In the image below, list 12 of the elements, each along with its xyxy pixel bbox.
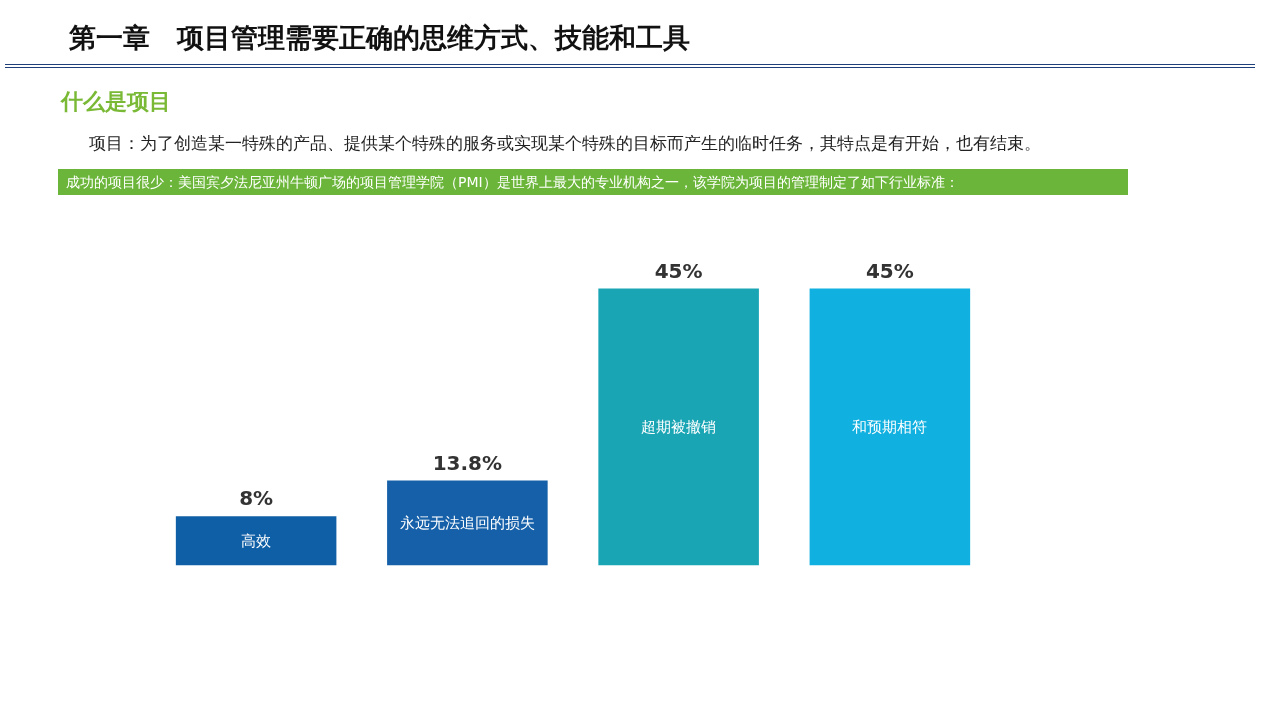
text: 成功的项目很少：美国宾夕法尼亚州牛顿广场的项目管理学院（PMI）是世界上最大的专业机构之一，该学院为项目的管理制定了如下行业标准： [66,173,959,191]
data-label: 8% [239,486,274,511]
x-tick-label: 超期被撤销 [641,418,717,437]
data-label: 13.8% [432,450,503,475]
chart-title: 第一章 项目管理需要正确的思维方式、技能和工具 [69,21,690,55]
text: 项目：为了创造某一特殊的产品、提供某个特殊的服务或实现某个特殊的目标而产生的临时任务，其特点是有开始，也有结束。 [89,132,1041,155]
data-label: 45% [865,258,914,283]
x-tick-label: 和预期相符 [852,418,928,437]
chart-subtitle: 什么是项目 [61,87,171,116]
x-tick-label: 永远无法追回的损失 [399,514,535,533]
data-label: 45% [654,258,703,283]
x-tick-label: 高效 [241,531,272,550]
